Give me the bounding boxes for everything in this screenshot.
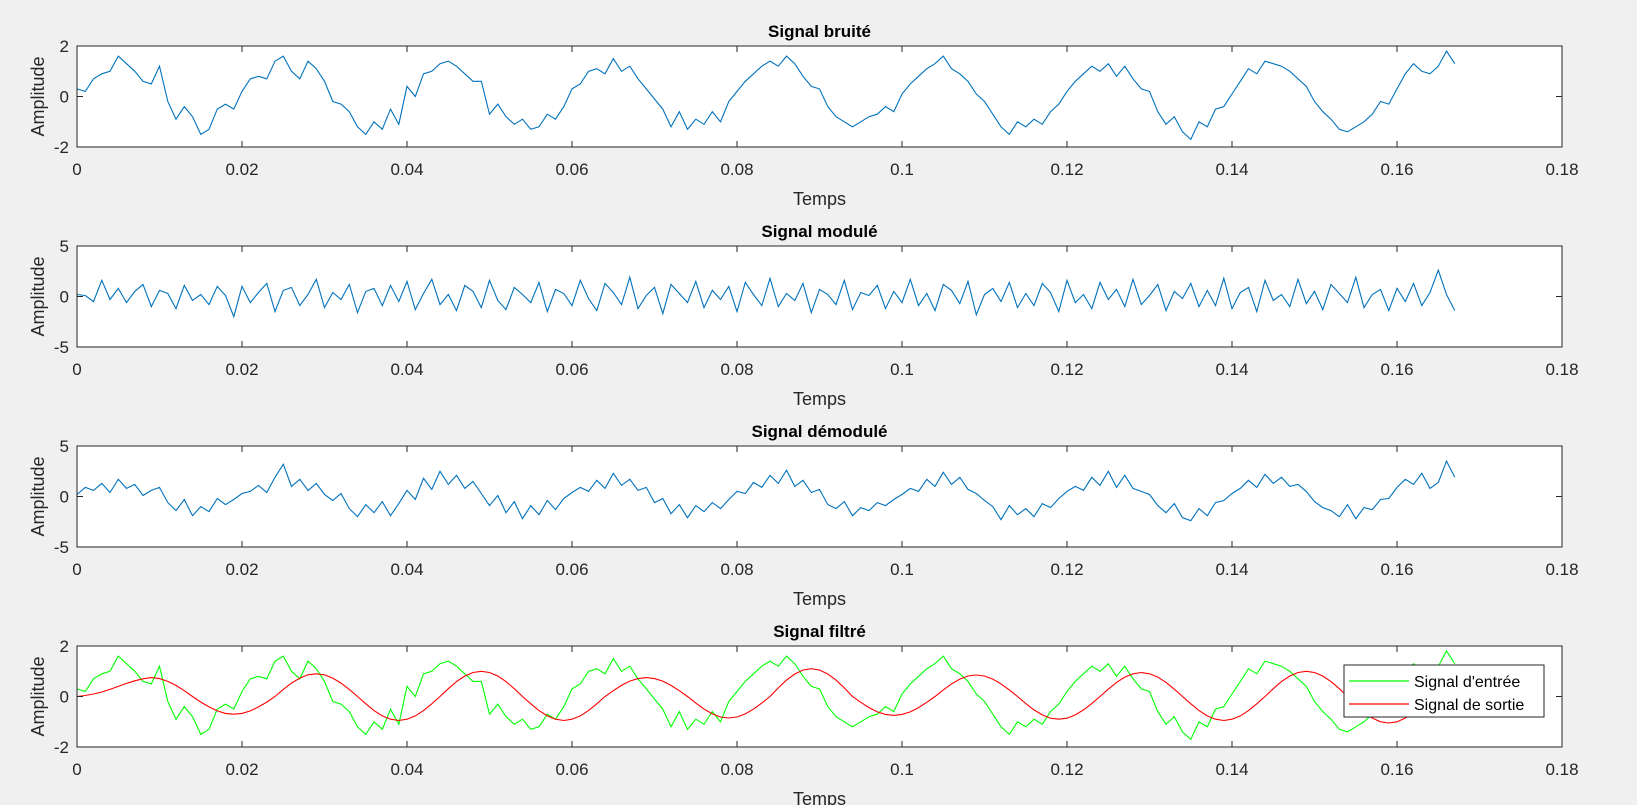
y-tick-label: 0 (60, 288, 69, 307)
plot-area (76, 50, 1456, 141)
y-tick-label: -2 (54, 738, 69, 757)
subplot-3: 0 0.02 0.04 0.06 0.08 0.1 0.12 0.14 0.16 0.18-505… (28, 422, 1579, 609)
x-tick-label: 0.08 (720, 360, 753, 379)
x-tick-label: 0.1 (890, 160, 914, 179)
x-tick-label: 0.06 (555, 560, 588, 579)
x-tick-label: 0.02 (225, 760, 258, 779)
x-tick-label: 0.06 (555, 360, 588, 379)
x-tick-label: 0.1 (890, 360, 914, 379)
axes-background (77, 446, 1562, 547)
x-tick-label: 0.18 (1545, 160, 1578, 179)
x-tick-label: 0.16 (1380, 160, 1413, 179)
x-tick-label: 0.08 (720, 160, 753, 179)
y-tick-label: 2 (60, 637, 69, 656)
y-axis-label: Amplitude (28, 456, 48, 536)
x-tick-label: 0.14 (1215, 560, 1248, 579)
series-line-1 (76, 50, 1456, 141)
x-tick-label: 0.06 (555, 760, 588, 779)
x-tick-label: 0.12 (1050, 360, 1083, 379)
x-axis-label: Temps (793, 189, 846, 209)
y-axis-label: Amplitude (28, 256, 48, 336)
x-tick-label: 0.02 (225, 160, 258, 179)
y-tick-label: -2 (54, 138, 69, 157)
x-tick-label: 0.08 (720, 560, 753, 579)
legend-entry-1: Signal d'entrée (1414, 674, 1520, 691)
y-tick-label: 0 (60, 688, 69, 707)
y-tick-label: 0 (60, 488, 69, 507)
x-tick-label: 0 (72, 760, 81, 779)
x-tick-label: 0.18 (1545, 760, 1578, 779)
x-tick-label: 0.04 (390, 760, 423, 779)
x-axis-label: Temps (793, 789, 846, 805)
y-tick-label: 5 (60, 437, 69, 456)
y-tick-label: 5 (60, 237, 69, 256)
x-tick-label: 0.14 (1215, 760, 1248, 779)
x-tick-label: 0 (72, 560, 81, 579)
legend-box (1343, 664, 1545, 718)
y-tick-label: -5 (54, 338, 69, 357)
x-tick-label: 0.04 (390, 360, 423, 379)
x-tick-label: 0.16 (1380, 360, 1413, 379)
subplot-title: Signal bruité (768, 22, 871, 41)
subplot-1: 0 0.02 0.04 0.06 0.08 0.1 0.12 0.14 0.16 0.18-202… (28, 22, 1579, 209)
axes-background (77, 246, 1562, 347)
y-tick-label: 2 (60, 37, 69, 56)
legend-entry-2: Signal de sortie (1414, 697, 1524, 714)
subplot-title: Signal filtré (773, 622, 866, 641)
subplot-4: 0 0.02 0.04 0.06 0.08 0.1 0.12 0.14 0.16 0.18-202… (28, 622, 1579, 805)
subplot-title: Signal modulé (761, 222, 877, 241)
x-tick-label: 0.16 (1380, 560, 1413, 579)
x-tick-label: 0.16 (1380, 760, 1413, 779)
y-axis-label: Amplitude (28, 56, 48, 136)
subplot-2: 0 0.02 0.04 0.06 0.08 0.1 0.12 0.14 0.16 0.18-505… (28, 222, 1579, 409)
x-tick-label: 0.02 (225, 360, 258, 379)
x-tick-label: 0.18 (1545, 360, 1578, 379)
x-tick-label: 0.12 (1050, 160, 1083, 179)
x-axis-label: Temps (793, 589, 846, 609)
x-tick-label: 0.06 (555, 160, 588, 179)
series-line-1 (76, 649, 1456, 741)
series-line-1 (76, 268, 1456, 319)
x-tick-label: 0.12 (1050, 760, 1083, 779)
x-tick-label: 0.08 (720, 760, 753, 779)
y-axis-label: Amplitude (28, 656, 48, 736)
x-tick-label: 0.12 (1050, 560, 1083, 579)
y-tick-label: 0 (60, 88, 69, 107)
x-axis-label: Temps (793, 389, 846, 409)
x-tick-label: 0.14 (1215, 160, 1248, 179)
plot-area (76, 649, 1456, 741)
series-line-2 (76, 668, 1456, 724)
x-tick-label: 0.04 (390, 560, 423, 579)
x-tick-label: 0.1 (890, 560, 914, 579)
x-tick-label: 0.02 (225, 560, 258, 579)
x-tick-label: 0.1 (890, 760, 914, 779)
series-line-1 (76, 459, 1456, 522)
x-tick-label: 0 (72, 360, 81, 379)
x-tick-label: 0 (72, 160, 81, 179)
plot-area (76, 268, 1456, 319)
axes-background (77, 646, 1562, 747)
x-tick-label: 0.04 (390, 160, 423, 179)
subplot-title: Signal démodulé (751, 422, 887, 441)
x-tick-label: 0.14 (1215, 360, 1248, 379)
axes-background (77, 46, 1562, 147)
legend[interactable]: Signal d'entrée Signal de sortie (1343, 664, 1545, 718)
plot-area (76, 459, 1456, 522)
x-tick-label: 0.18 (1545, 560, 1578, 579)
y-tick-label: -5 (54, 538, 69, 557)
